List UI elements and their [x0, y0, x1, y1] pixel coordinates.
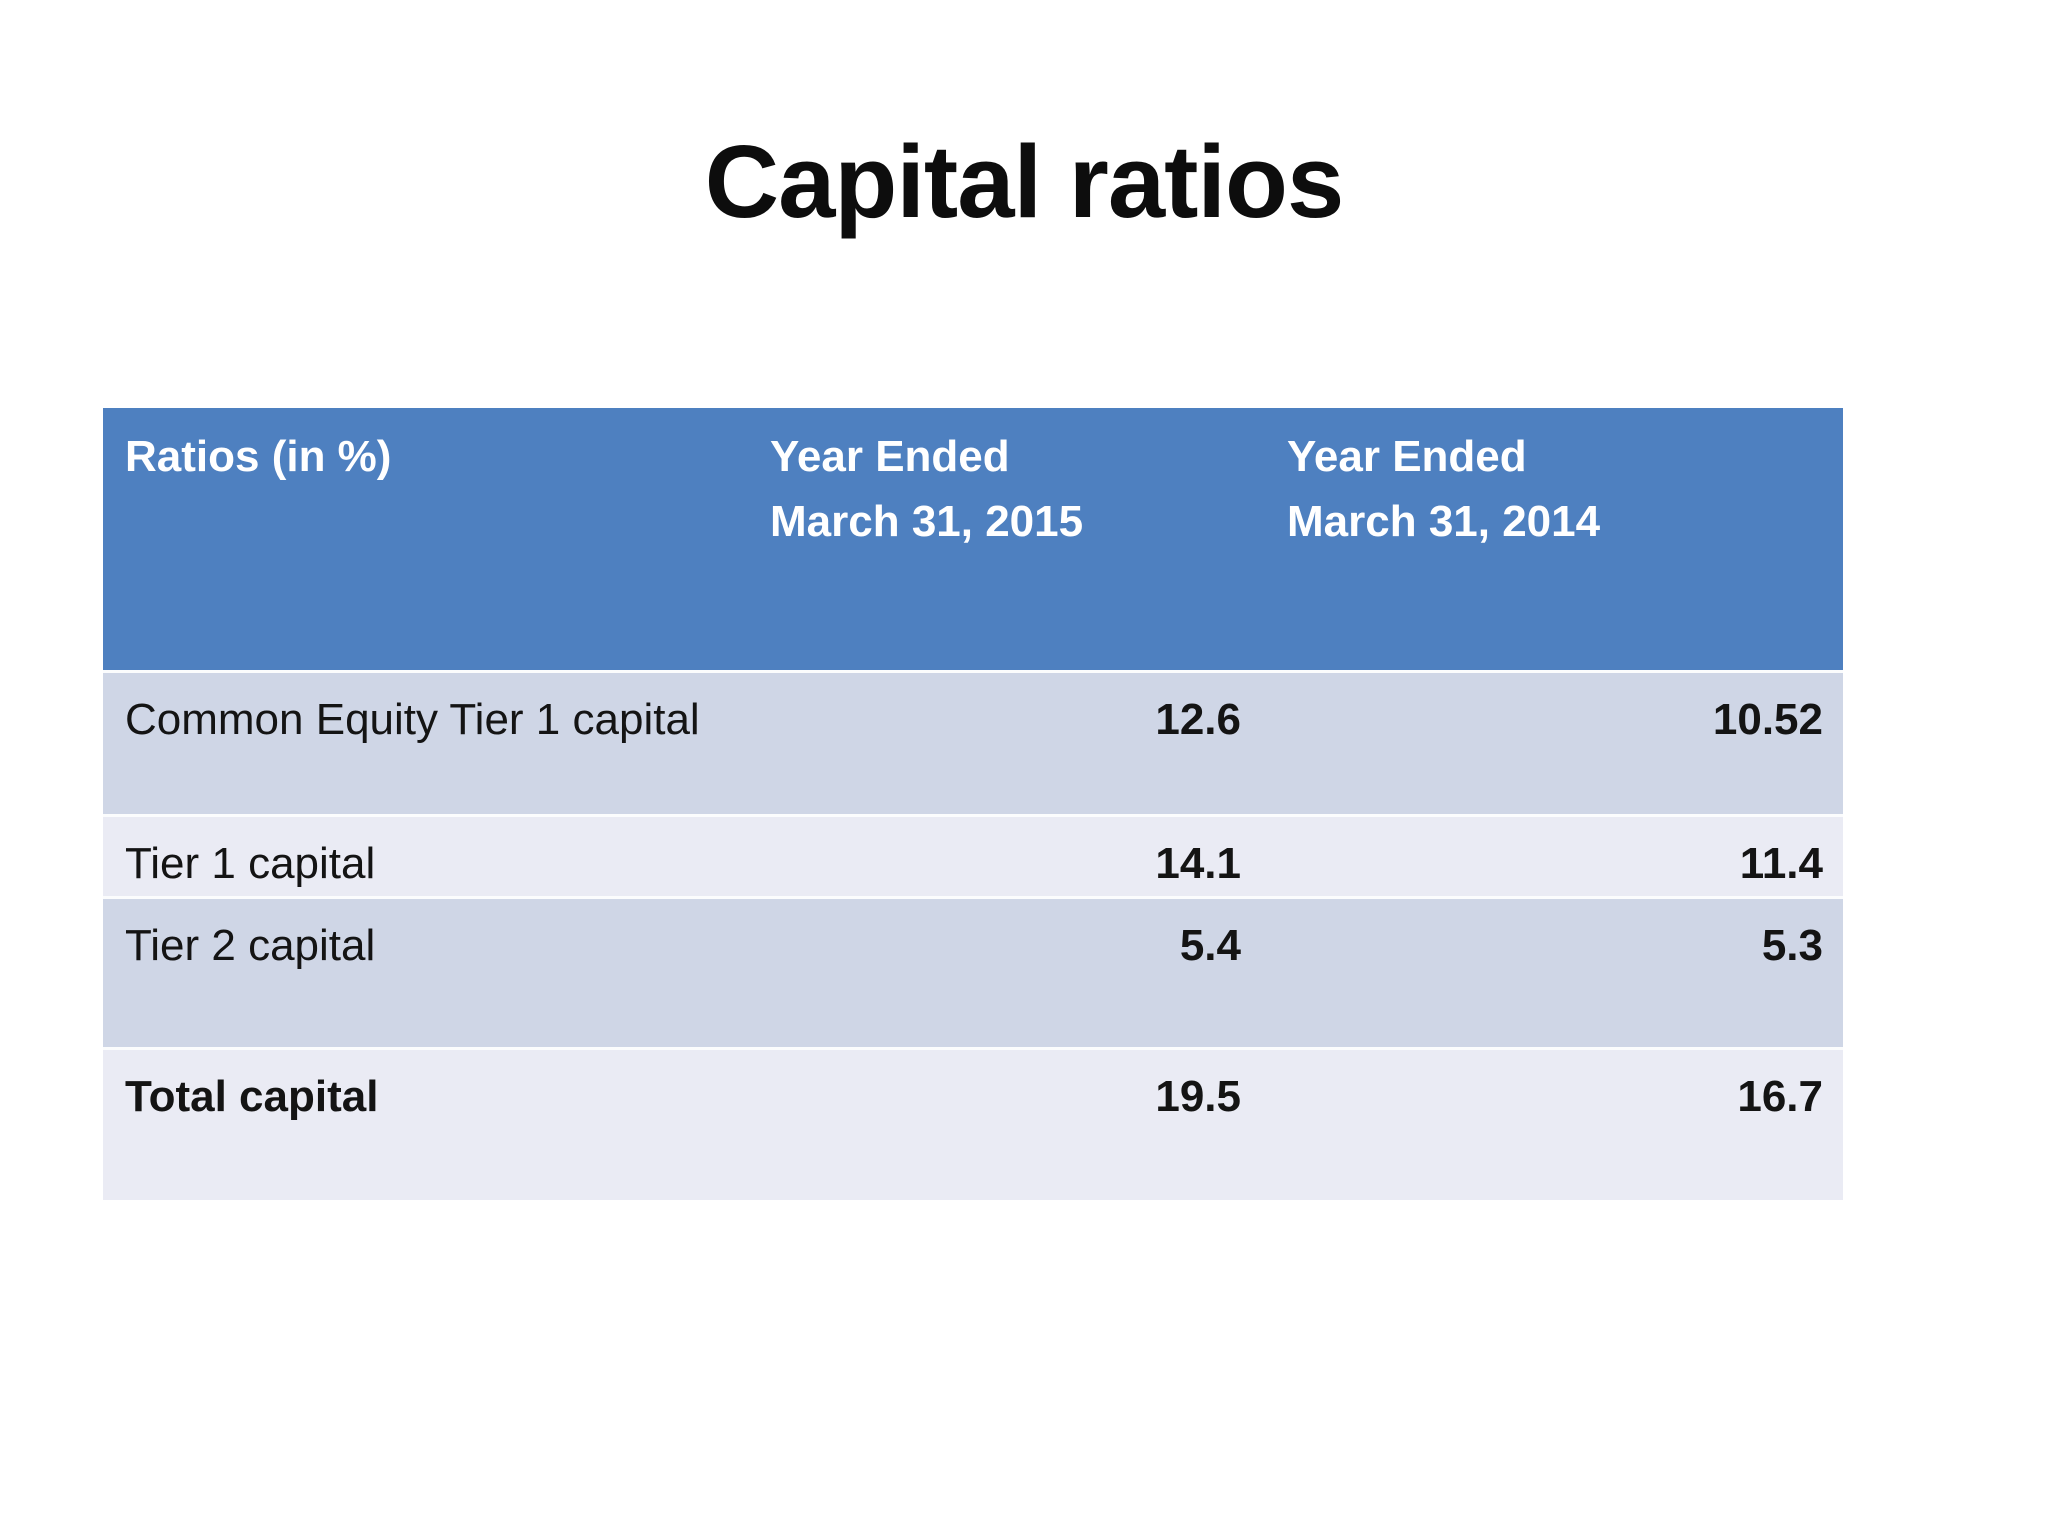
column-header-year-ended-2015: Year Ended March 31, 2015	[748, 408, 1265, 671]
capital-ratios-table: Ratios (in %) Year Ended March 31, 2015 …	[103, 408, 1843, 1201]
table-header-row: Ratios (in %) Year Ended March 31, 2015 …	[103, 408, 1843, 671]
row-label: Tier 1 capital	[103, 813, 748, 898]
row-label: Common Equity Tier 1 capital	[103, 669, 748, 815]
page-title: Capital ratios	[704, 124, 1345, 239]
table-row-tier2-capital: Tier 2 capital 5.4 5.3	[103, 895, 1843, 1049]
value-2014: 11.4	[1265, 813, 1843, 898]
row-label: Tier 2 capital	[103, 895, 748, 1049]
table-row-common-equity-tier1: Common Equity Tier 1 capital 12.6 10.52	[103, 669, 1843, 815]
column-header-year-ended-2014: Year Ended March 31, 2014	[1265, 408, 1843, 671]
value-2015: 5.4	[748, 895, 1265, 1049]
value-2015: 12.6	[748, 669, 1265, 815]
value-2015: 19.5	[748, 1046, 1265, 1201]
row-label: Total capital	[103, 1046, 748, 1201]
table-row-total-capital: Total capital 19.5 16.7	[103, 1046, 1843, 1201]
column-header-ratios: Ratios (in %)	[103, 408, 748, 671]
value-2014: 5.3	[1265, 895, 1843, 1049]
table-row-tier1-capital: Tier 1 capital 14.1 11.4	[103, 813, 1843, 898]
value-2014: 16.7	[1265, 1046, 1843, 1201]
value-2015: 14.1	[748, 813, 1265, 898]
value-2014: 10.52	[1265, 669, 1843, 815]
